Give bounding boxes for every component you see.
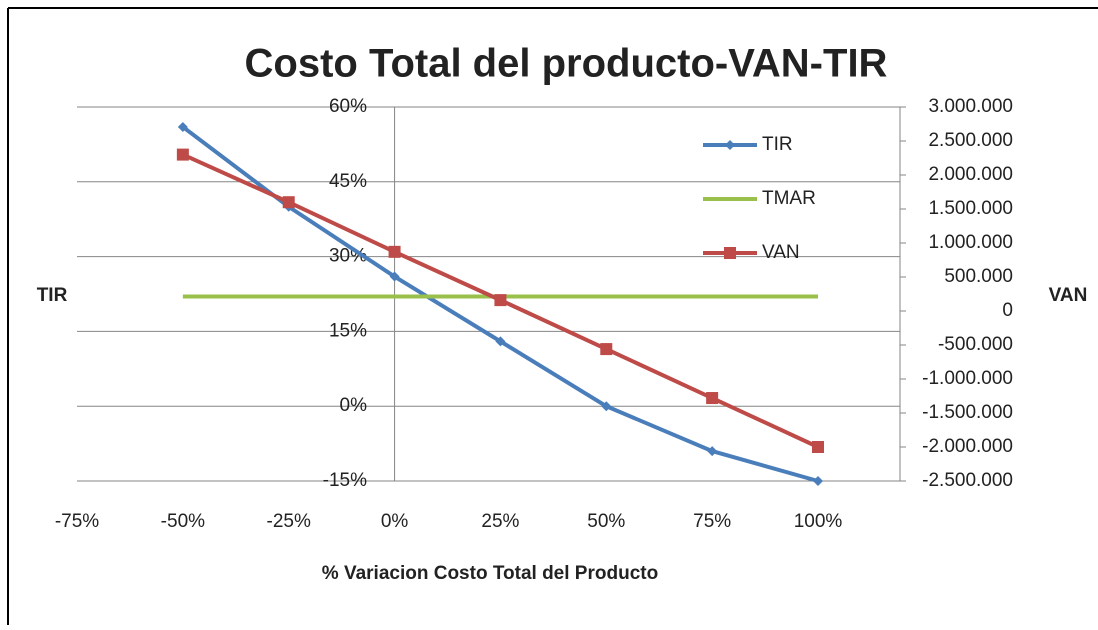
point <box>282 196 295 209</box>
y2-tick-label: -1.500.000 <box>922 402 1013 423</box>
x-tick-label: 50% <box>587 511 625 532</box>
point <box>600 343 613 356</box>
y2-tick-label: -2.500.000 <box>922 470 1013 491</box>
y-axis-title: TIR <box>37 285 68 306</box>
y2-tick-label: 1.500.000 <box>928 198 1013 219</box>
legend-marker <box>724 247 736 259</box>
point <box>176 148 189 161</box>
x-axis-title: % Variacion Costo Total del Producto <box>322 563 658 584</box>
point <box>813 476 823 486</box>
chart-title: Costo Total del producto-VAN-TIR <box>245 42 888 86</box>
point <box>707 446 718 457</box>
x-tick-label: -25% <box>267 511 311 532</box>
y2-tick-label: -2.000.000 <box>922 436 1013 457</box>
point <box>389 271 400 282</box>
y-tick-label: 0% <box>340 395 368 416</box>
y2-tick-label: 0 <box>1002 300 1013 321</box>
y2-tick-label: 1.000.000 <box>928 232 1013 253</box>
legend-label: TIR <box>762 134 793 155</box>
y2-axis-title: VAN <box>1049 285 1088 306</box>
y-tick-label: 60% <box>329 96 367 117</box>
x-tick-label: -75% <box>55 511 99 532</box>
y2-tick-label: 500.000 <box>944 266 1013 287</box>
y-tick-label: 45% <box>329 171 367 192</box>
y2-tick-label: 2.500.000 <box>928 130 1013 151</box>
y2-tick-label: 2.000.000 <box>928 164 1013 185</box>
y-tick-label: -15% <box>323 470 367 491</box>
x-tick-label: 0% <box>381 511 409 532</box>
x-tick-label: -50% <box>161 511 205 532</box>
point <box>812 441 824 453</box>
point <box>177 121 188 132</box>
legend-label: TMAR <box>762 188 816 209</box>
legend-marker <box>725 140 735 150</box>
y2-tick-label: 3.000.000 <box>928 96 1013 117</box>
x-tick-label: 25% <box>481 511 519 532</box>
x-tick-label: 100% <box>794 511 843 532</box>
point <box>495 336 506 347</box>
y2-tick-label: -500.000 <box>938 334 1013 355</box>
y-tick-label: 15% <box>329 320 367 341</box>
y2-tick-label: -1.000.000 <box>922 368 1013 389</box>
x-tick-label: 75% <box>693 511 731 532</box>
point <box>388 245 401 258</box>
point <box>494 294 507 307</box>
point <box>706 392 719 405</box>
legend-label: VAN <box>762 242 800 263</box>
point <box>601 401 612 412</box>
